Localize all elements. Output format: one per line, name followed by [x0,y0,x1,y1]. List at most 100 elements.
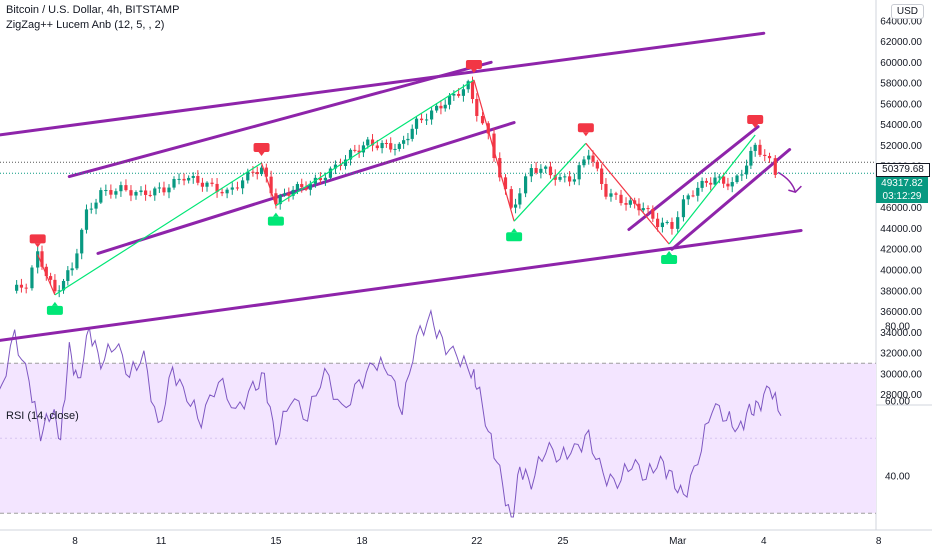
rsi-pane [0,308,876,518]
price-tick-label: 62000.00 [880,37,922,48]
time-tick-label: 18 [356,536,368,547]
price-pane-bg [0,0,876,405]
candle-body [24,287,28,289]
candle-body [735,175,739,183]
candle-body [414,118,419,129]
candle-body [323,177,328,181]
candle-body [274,193,278,205]
candle-body [513,204,518,208]
candle-body [402,140,406,144]
candle-body [730,182,734,187]
channel-line-2 [67,60,493,179]
candle-body [220,191,224,194]
candle-body [457,93,461,96]
time-tick-label: Mar [669,536,687,547]
pivot-high-pointer [470,68,477,73]
candle-body [172,179,176,188]
pivot-high-badge [465,59,482,69]
candle-body [153,188,157,196]
channel-line-5 [627,125,760,231]
price-tick-label: 54000.00 [880,120,922,131]
candle-body [628,200,632,205]
candle-body [384,142,388,144]
symbol-legend[interactable]: Bitcoin / U.S. Dollar, 4h, BITSTAMP [6,4,180,16]
candle-body [357,150,361,153]
candle-body [61,280,66,291]
candle-body [278,195,282,205]
pivot-low-pointer [511,228,518,233]
candle-body [749,150,753,166]
rsi-tick-label: 40.00 [885,471,910,482]
candle-body [251,171,255,173]
candle-body [587,155,591,160]
zigzag-segment [585,142,670,245]
pivot-low-badge [661,255,678,265]
candle-countdown-tag: 03:12:29 [876,190,928,203]
candle-body [30,267,34,289]
candle-body [609,193,613,197]
zigzag [29,59,764,315]
candle-body [157,187,161,189]
candle-body [53,279,57,292]
candle-body [544,166,548,169]
candle-body [196,175,200,183]
candle-body [235,187,240,189]
pivot-high-badge [747,115,764,124]
currency-button[interactable]: USD [890,4,924,19]
candle-body [380,142,384,149]
pivot-high-pointer [582,132,589,137]
zigzag-segment [275,79,475,207]
candle-body [523,176,528,194]
candle-body [89,208,93,210]
candle-body [370,139,375,146]
candle-body [595,161,599,169]
pivot-high-pointer [34,243,41,248]
candle-body [200,182,205,187]
grid [0,0,932,531]
candle-body [49,276,53,280]
pivot-high-badge [29,234,46,244]
candle-body [57,290,61,292]
price-tick-label: 56000.00 [880,99,922,110]
candle-body [328,168,333,178]
candle-body [389,143,393,150]
candle-body [503,177,508,190]
candle-body [343,159,348,166]
pivot-low-badge [46,305,63,315]
candle-body [66,270,70,281]
candle-body [624,203,628,205]
candle-body [709,182,713,185]
candle-body [665,221,669,223]
candle-body [567,176,572,182]
candle-body [255,172,259,175]
candle-body [44,266,48,277]
candle-body [410,128,414,139]
candle-body [435,105,439,111]
candle-body [475,99,479,117]
indicator-legend[interactable]: ZigZag++ Lucem Anb (12, 5, , 2) [6,19,165,31]
candle-body [582,159,586,166]
candle-body [563,176,567,178]
candle-body [177,178,181,180]
zigzag-segment [260,162,277,206]
candle-body [269,176,273,194]
price-tick-label: 58000.00 [880,79,922,90]
pivot-low-pointer [666,251,673,256]
candle-body [773,158,777,175]
candle-body [753,144,757,151]
candle-body [548,166,553,176]
candle-body [361,145,366,153]
candle-body [366,139,370,146]
candle-body [40,251,44,267]
candle-body [348,149,353,160]
rsi-legend[interactable]: RSI (14, close) [6,410,79,422]
candle-body [604,183,608,197]
candle-body [670,221,674,229]
candle-body [509,189,513,208]
candle-body [300,184,304,188]
candle-body [318,177,322,181]
candle-body [94,202,98,209]
candle-body [763,154,767,156]
